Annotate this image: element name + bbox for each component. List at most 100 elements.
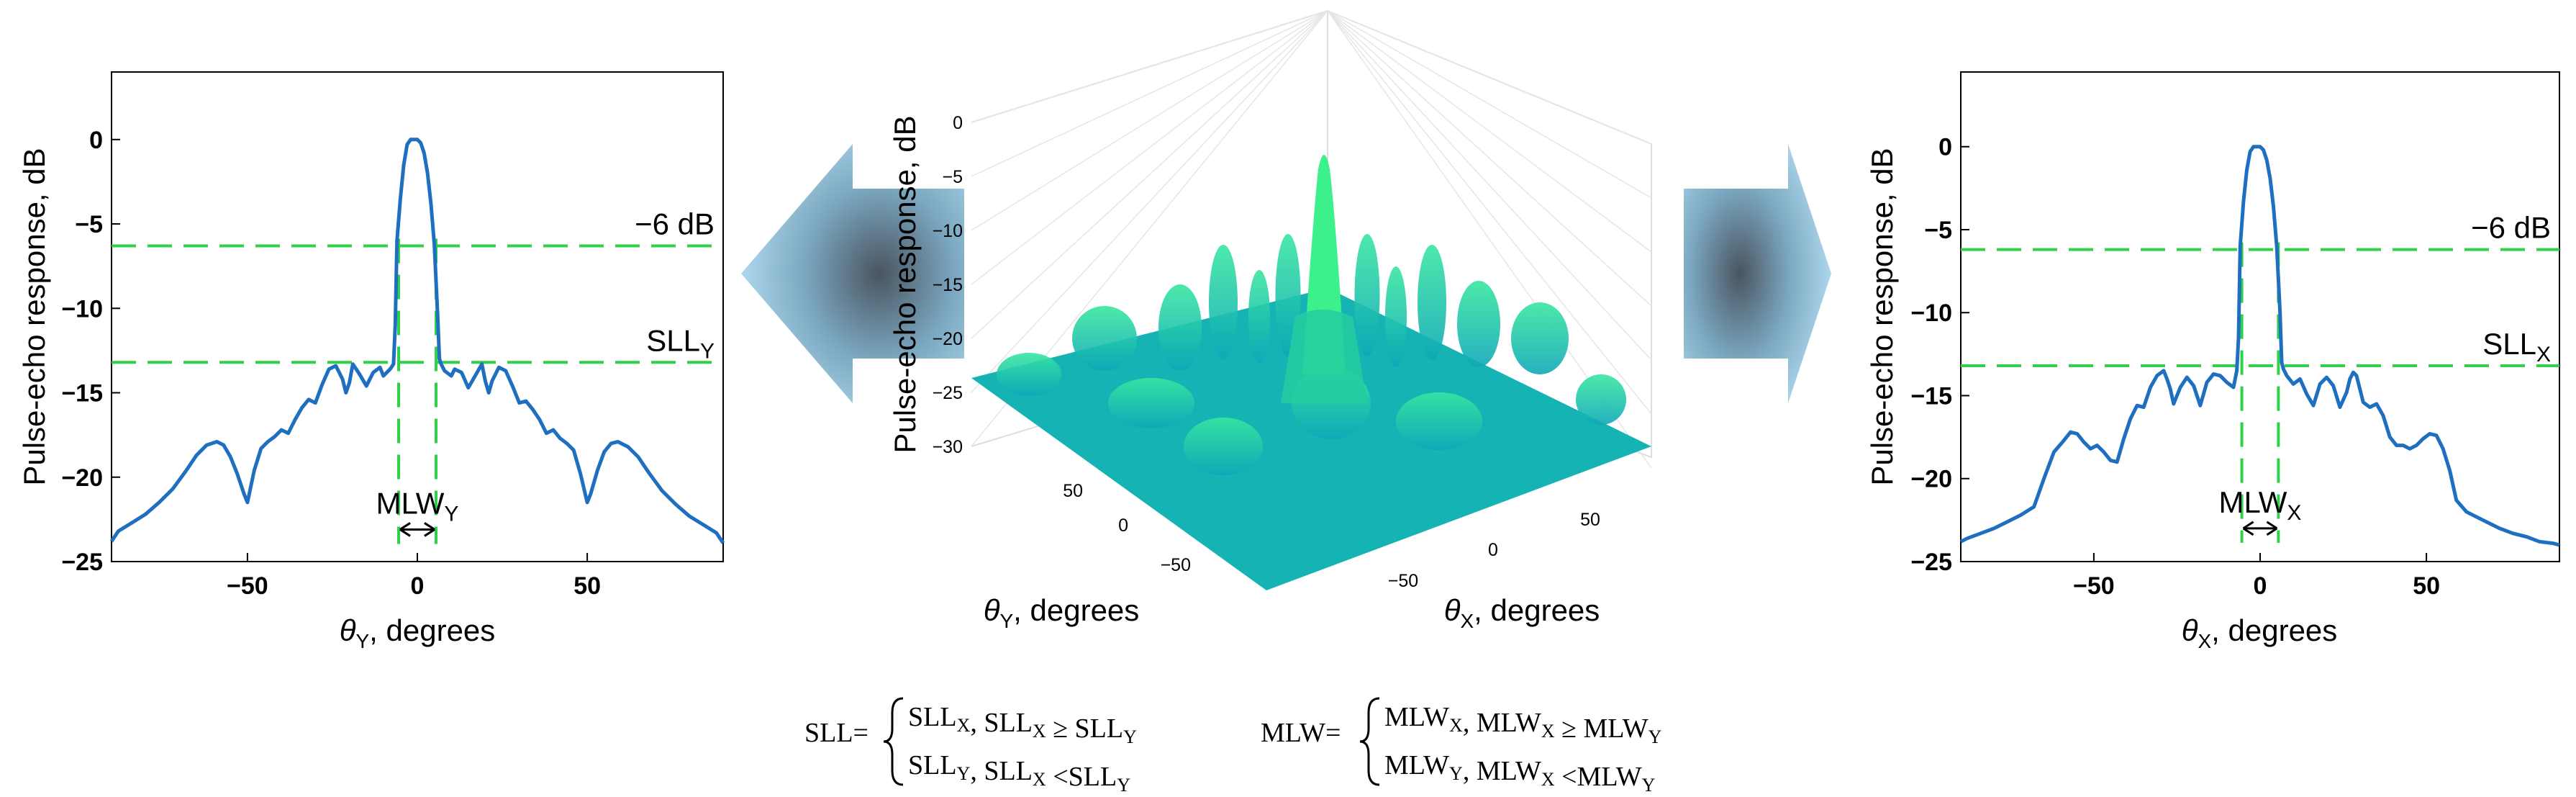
3d-sidelobe-ripple <box>1108 378 1194 428</box>
sll-case2-part: , SLL <box>970 756 1033 786</box>
3d-x-tick-label: 50 <box>1580 510 1600 530</box>
right-y-tick-label: −5 <box>1924 217 1952 244</box>
3d-surface-ripples <box>997 155 1626 475</box>
right-y-tick-label: −15 <box>1910 382 1952 410</box>
3d-main-lobe-base <box>1281 310 1367 403</box>
right-mlw-arrow-left-head <box>2242 521 2254 536</box>
left-threshold-label-main: −6 dB <box>635 207 715 241</box>
mlw-case2-part: , MLW <box>1463 756 1541 786</box>
right-threshold-lines <box>1961 248 2559 367</box>
sll-brace-icon <box>883 697 904 786</box>
sll-case2-part: SLL <box>908 750 957 780</box>
mlw-case1-part: MLW <box>1384 702 1449 732</box>
left-x-tick-label: 0 <box>411 572 425 600</box>
3d-sidelobe-ripple <box>1457 281 1500 367</box>
3d-sidelobe-ripple <box>1209 245 1238 360</box>
mlw-case-1: MLWX, MLWX ≥ MLWY <box>1384 702 1662 747</box>
sll-case2-subscript: X <box>1033 769 1046 790</box>
mlw-case1-subscript: X <box>1541 721 1555 742</box>
sll-case2-part: <SLL <box>1046 762 1117 792</box>
3d-grid-line <box>971 10 1652 253</box>
3d-x-tick-labels: −50 0 50 <box>1388 510 1600 591</box>
right-threshold-label: −6 dB <box>2471 211 2551 245</box>
right-threshold-label: SLLX <box>2482 327 2551 366</box>
left-mlw-label-sub: Y <box>444 502 458 526</box>
sll-case2-subscript: Y <box>957 763 971 784</box>
mlw-brace-icon <box>1359 697 1380 786</box>
mlw-case1-subscript: X <box>1449 715 1463 736</box>
right-tick-marks <box>1961 145 2428 562</box>
mlw-case2-subscript: Y <box>1449 763 1463 784</box>
sll-case1-part: ≥ SLL <box>1046 713 1123 744</box>
sll-case1-subscript: X <box>957 715 971 736</box>
sll-case2-subscript: Y <box>1117 775 1130 796</box>
left-x-tick-label: 50 <box>573 572 601 600</box>
left-tick-marks <box>112 138 589 562</box>
right-x-tick-label: 50 <box>2413 572 2440 600</box>
left-x-tick-labels: −50 0 50 <box>227 572 601 600</box>
3d-grid-line <box>971 10 1652 199</box>
right-y-tick-labels: 0 −5 −10 −15 −20 −25 <box>1910 134 1952 576</box>
right-series-line <box>1959 145 2560 547</box>
left-y-tick-label: −15 <box>61 380 103 407</box>
3d-sidelobe-ripple <box>1396 392 1482 450</box>
left-y-axis-label: Pulse-echo response, dB <box>17 148 51 485</box>
left-x-axis-label: θY, degrees <box>340 613 496 652</box>
left-mlw-annotation: MLWY <box>376 486 458 537</box>
right-y-tick-label: −25 <box>1910 549 1952 576</box>
3d-sidelobe-ripple <box>1354 234 1380 356</box>
3d-x-axis-label: θX, degrees <box>1444 593 1600 632</box>
3d-x-tick-label: 0 <box>1488 540 1498 560</box>
mlw-case2-subscript: X <box>1541 769 1555 790</box>
right-mlw-label-sub: X <box>2287 501 2301 525</box>
left-y-tick-label: −20 <box>61 464 103 492</box>
3d-y-tick-label: 50 <box>1063 481 1083 501</box>
mlw-formula: MLW= MLWX, MLWX ≥ MLWY MLWY, MLWX <MLWY <box>1261 697 1662 796</box>
left-threshold-label: −6 dB <box>635 207 715 241</box>
left-y-tick-labels: 0 −5 −10 −15 −20 −25 <box>61 127 103 576</box>
3d-surface-plot: 0 −5 −10 −15 −20 −25 −30 50 0 −50 −50 0 50 Pulse-e… <box>888 9 1652 632</box>
sll-case1-subscript: X <box>1033 721 1046 742</box>
3d-z-tick-label: −25 <box>933 383 963 403</box>
right-x-tick-label: −50 <box>2073 572 2115 600</box>
right-mlw-annotation: MLWX <box>2219 485 2301 536</box>
sll-formula: SLL= SLLX, SLLX ≥ SLLY SLLY, SLLX <SLLY <box>804 697 1137 796</box>
left-x-tick-label: −50 <box>227 572 268 600</box>
3d-sidelobe-ripple <box>997 353 1061 396</box>
sll-case1-subscript: Y <box>1123 726 1137 747</box>
right-x-tick-label: 0 <box>2254 572 2267 600</box>
sll-case-2: SLLY, SLLX <SLLY <box>908 750 1130 796</box>
3d-x-tick-label: −50 <box>1388 571 1418 591</box>
right-x-axis-label: θX, degrees <box>2182 613 2338 652</box>
left-arrow-icon <box>741 144 964 403</box>
right-y-axis-label: Pulse-echo response, dB <box>1865 148 1899 485</box>
right-threshold-labels: −6 dB SLLX <box>2471 211 2551 366</box>
left-threshold-label-sub: Y <box>700 339 715 363</box>
sll-case1-part: , SLL <box>970 708 1033 738</box>
3d-y-tick-labels: 50 0 −50 <box>1063 481 1191 575</box>
right-x-tick-labels: −50 0 50 <box>2073 572 2440 600</box>
right-mlw-arrow-right-head <box>2266 521 2278 536</box>
3d-y-tick-label: −50 <box>1161 555 1191 575</box>
3d-sidelobe-ripple <box>1184 418 1263 475</box>
mlw-case1-part: , MLW <box>1463 708 1541 738</box>
mlw-case1-part: ≥ MLW <box>1555 713 1648 744</box>
left-threshold-lines <box>112 244 723 364</box>
3d-z-tick-label: −20 <box>933 329 963 349</box>
right-threshold-label-main: SLL <box>2482 327 2536 361</box>
sll-case-1: SLLX, SLLX ≥ SLLY <box>908 702 1137 747</box>
right-arrow-icon <box>1684 144 1831 403</box>
mlw-formula-lhs: MLW= <box>1261 718 1341 748</box>
3d-y-tick-label: 0 <box>1118 515 1128 536</box>
3d-sidelobe-ripple <box>1385 266 1407 367</box>
left-y-tick-label: −5 <box>75 211 103 238</box>
3d-z-tick-label: −30 <box>933 437 963 457</box>
sll-case1-part: SLL <box>908 702 957 732</box>
3d-sidelobe-ripple <box>1576 374 1626 425</box>
right-threshold-label-sub: X <box>2536 343 2551 366</box>
3d-z-tick-label: −5 <box>942 167 963 187</box>
left-threshold-label: SLLY <box>646 323 715 363</box>
3d-z-tick-label: −15 <box>933 275 963 295</box>
right-y-tick-label: −20 <box>1910 466 1952 493</box>
